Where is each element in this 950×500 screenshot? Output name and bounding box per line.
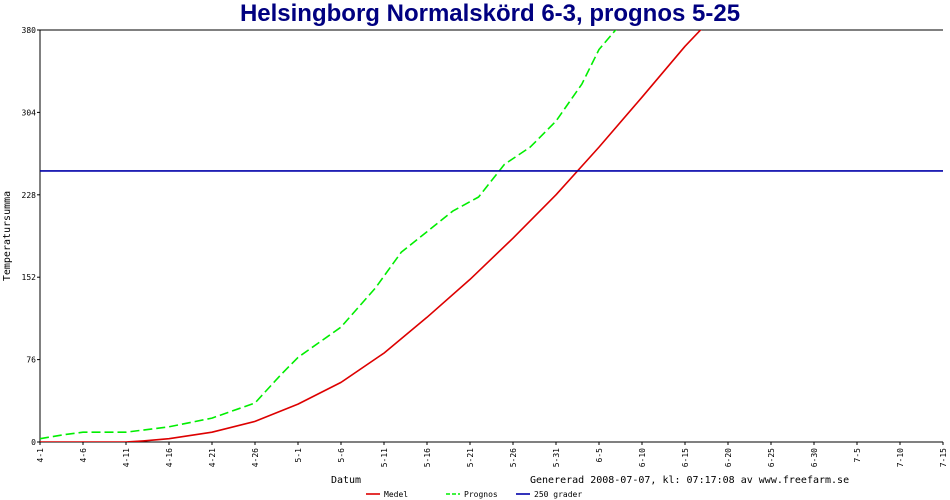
series-medel-line xyxy=(40,30,702,442)
x-tick-label: 6-5 xyxy=(595,448,604,463)
x-axis-label: Datum xyxy=(331,475,361,486)
x-tick-label: 6-30 xyxy=(810,448,819,467)
legend-label: Prognos xyxy=(464,490,498,499)
x-tick-label: 6-25 xyxy=(767,448,776,467)
y-tick-label: 304 xyxy=(22,108,37,117)
x-tick-label: 4-16 xyxy=(165,448,174,467)
legend: Medel Prognos 250 grader xyxy=(366,490,582,499)
y-tick-label: 228 xyxy=(22,191,37,200)
x-tick-label: 7-15 xyxy=(939,448,948,467)
x-tick-label: 5-11 xyxy=(380,448,389,467)
footer-text: Genererad 2008-07-07, kl: 07:17:08 av ww… xyxy=(530,475,849,486)
x-tick-label: 7-5 xyxy=(853,448,862,463)
y-axis-label: Temperatursumma xyxy=(2,191,13,281)
x-tick-label: 4-11 xyxy=(122,448,131,467)
x-tick-label: 5-26 xyxy=(509,448,518,467)
x-tick-label: 6-10 xyxy=(638,448,647,467)
y-ticks: 0 76 152 228 304 380 xyxy=(22,26,40,447)
x-tick-label: 6-20 xyxy=(724,448,733,467)
y-tick-label: 152 xyxy=(22,273,37,282)
series-group xyxy=(40,30,943,442)
x-tick-label: 5-1 xyxy=(294,448,303,463)
chart-title: Helsingborg Normalskörd 6-3, prognos 5-2… xyxy=(240,0,740,27)
x-tick-label: 4-1 xyxy=(36,448,45,463)
x-tick-label: 7-10 xyxy=(896,448,905,467)
series-prognos-line xyxy=(40,30,617,440)
x-ticks: 4-1 4-6 4-11 4-16 4-21 4-26 5-1 5-6 5-11 5-16 5-21… xyxy=(36,442,948,467)
x-tick-label: 5-21 xyxy=(466,448,475,467)
legend-label: Medel xyxy=(384,490,408,499)
x-tick-label: 4-21 xyxy=(208,448,217,467)
y-tick-label: 76 xyxy=(26,356,36,365)
y-tick-label: 380 xyxy=(22,26,37,35)
x-tick-label: 5-6 xyxy=(337,448,346,463)
y-tick-label: 0 xyxy=(31,438,36,447)
x-tick-label: 5-31 xyxy=(552,448,561,467)
x-tick-label: 6-15 xyxy=(681,448,690,467)
x-tick-label: 5-16 xyxy=(423,448,432,467)
x-tick-label: 4-26 xyxy=(251,448,260,467)
legend-label: 250 grader xyxy=(534,490,582,499)
plot-area xyxy=(39,29,943,443)
x-tick-label: 4-6 xyxy=(79,448,88,463)
